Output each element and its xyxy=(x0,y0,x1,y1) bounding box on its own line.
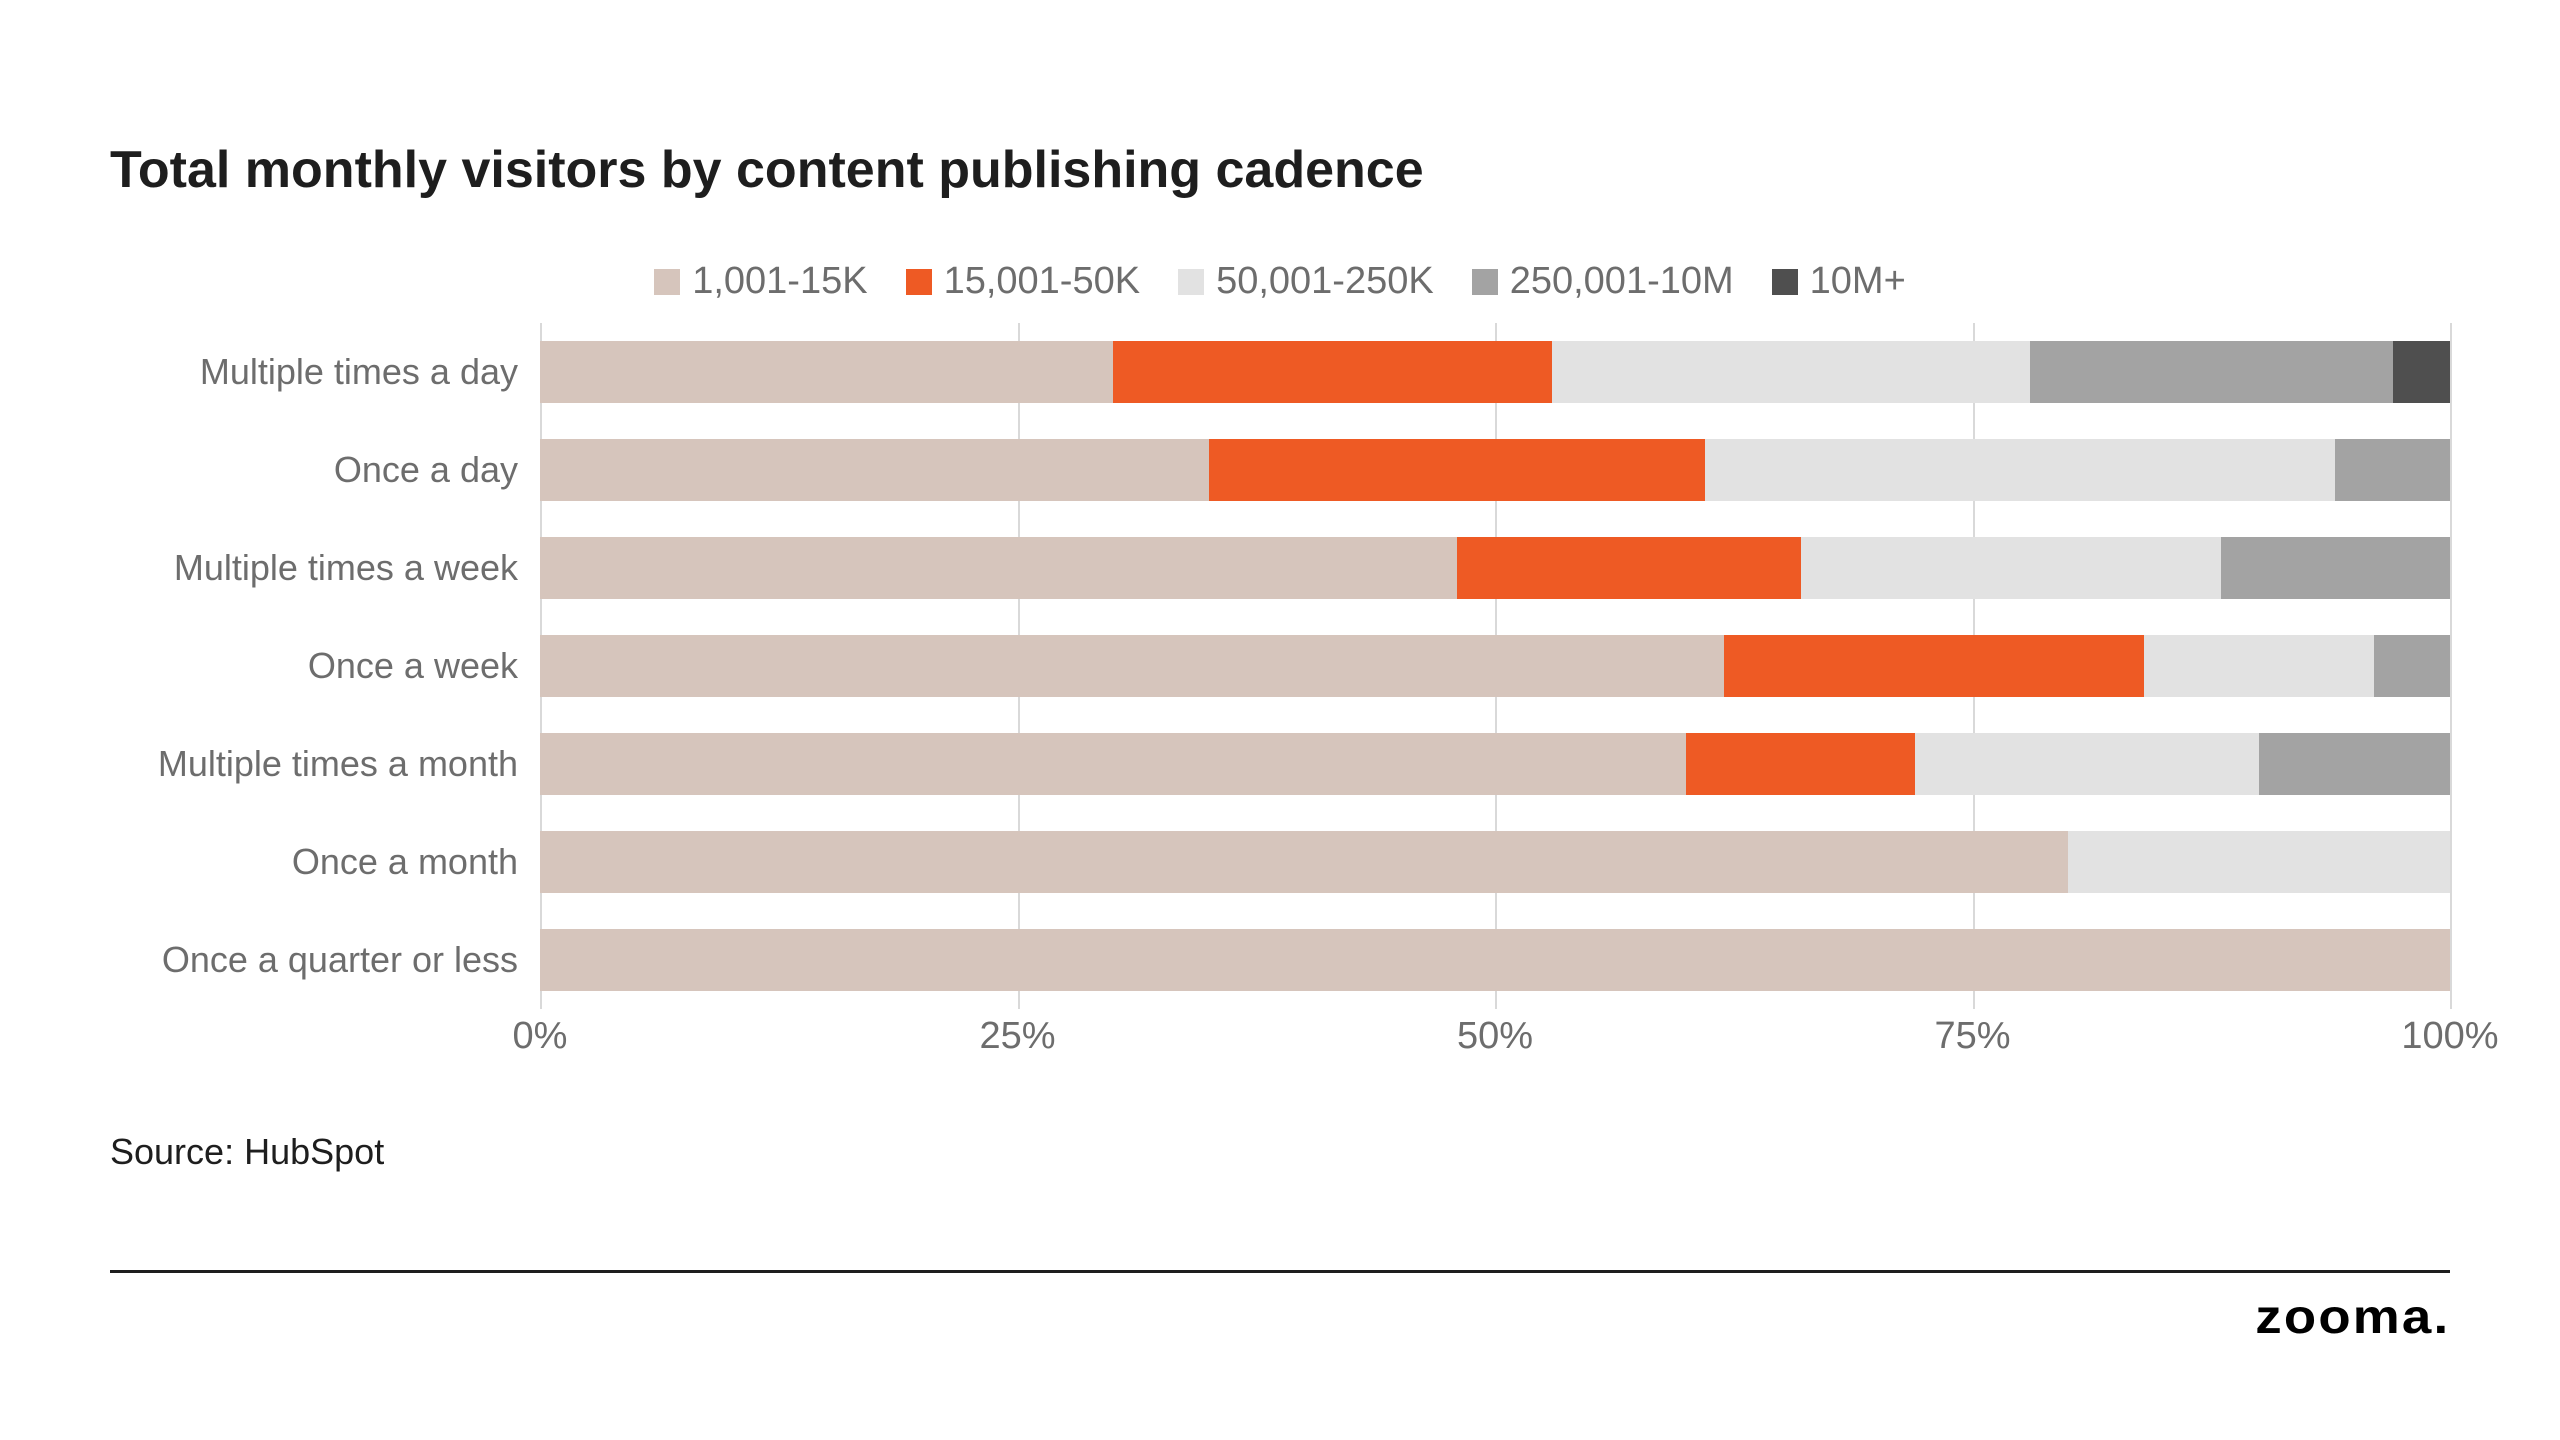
x-tick-label: 100% xyxy=(2401,1015,2498,1058)
bar-row xyxy=(540,813,2450,911)
bar-segment xyxy=(2335,439,2450,501)
stacked-bar xyxy=(540,635,2450,697)
category-label: Multiple times a day xyxy=(110,323,540,421)
legend-label: 50,001-250K xyxy=(1216,260,1434,303)
bar-row xyxy=(540,519,2450,617)
bar-segment xyxy=(2068,831,2450,893)
slide: Total monthly visitors by content publis… xyxy=(0,0,2560,1440)
bar-row xyxy=(540,911,2450,1009)
stacked-bar xyxy=(540,929,2450,991)
x-tick-label: 75% xyxy=(1934,1015,2010,1058)
bar-segment xyxy=(540,439,1209,501)
x-tick-label: 0% xyxy=(513,1015,568,1058)
bar-segment xyxy=(1457,537,1801,599)
category-label: Once a day xyxy=(110,421,540,519)
bar-segment xyxy=(540,537,1457,599)
bar-segment xyxy=(1686,733,1915,795)
bar-segment xyxy=(1552,341,2030,403)
chart-title: Total monthly visitors by content publis… xyxy=(110,140,2450,200)
bar-segment xyxy=(2374,635,2450,697)
bar-segment xyxy=(540,341,1113,403)
category-label: Multiple times a week xyxy=(110,519,540,617)
footer-divider xyxy=(110,1270,2450,1273)
bar-segment xyxy=(1113,341,1552,403)
bar-segment xyxy=(540,733,1686,795)
legend-item: 1,001-15K xyxy=(654,260,867,303)
bar-segment xyxy=(1209,439,1706,501)
legend-item: 250,001-10M xyxy=(1472,260,1734,303)
legend-swatch xyxy=(1772,269,1798,295)
bar-segment xyxy=(540,929,2450,991)
stacked-bar xyxy=(540,537,2450,599)
category-label: Once a month xyxy=(110,813,540,911)
source-label: Source xyxy=(110,1131,224,1172)
bar-segment xyxy=(1801,537,2221,599)
y-axis-labels: Multiple times a dayOnce a dayMultiple t… xyxy=(110,323,540,1009)
bars-area xyxy=(540,323,2450,1009)
legend-swatch xyxy=(1472,269,1498,295)
category-label: Multiple times a month xyxy=(110,715,540,813)
legend: 1,001-15K 15,001-50K 50,001-250K 250,001-10… xyxy=(110,260,2450,303)
legend-label: 1,001-15K xyxy=(692,260,867,303)
x-axis: 0%25%50%75%100% xyxy=(540,1015,2450,1085)
bar-segment xyxy=(540,635,1724,697)
legend-label: 250,001-10M xyxy=(1510,260,1734,303)
legend-swatch xyxy=(1178,269,1204,295)
source-value: HubSpot xyxy=(244,1131,384,1172)
x-tick-label: 25% xyxy=(979,1015,1055,1058)
legend-item: 15,001-50K xyxy=(906,260,1141,303)
source-line: Source: HubSpot xyxy=(110,1131,2450,1173)
bar-segment xyxy=(2221,537,2450,599)
bars xyxy=(540,323,2450,1009)
chart: 1,001-15K 15,001-50K 50,001-250K 250,001-10… xyxy=(110,260,2450,1085)
bar-segment xyxy=(1915,733,2259,795)
legend-swatch xyxy=(906,269,932,295)
legend-swatch xyxy=(654,269,680,295)
legend-label: 10M+ xyxy=(1810,260,1906,303)
legend-item: 50,001-250K xyxy=(1178,260,1434,303)
bar-row xyxy=(540,421,2450,519)
legend-label: 15,001-50K xyxy=(944,260,1141,303)
bar-segment xyxy=(540,831,2068,893)
stacked-bar xyxy=(540,831,2450,893)
x-tick-label: 50% xyxy=(1457,1015,1533,1058)
category-label: Once a quarter or less xyxy=(110,911,540,1009)
bar-row xyxy=(540,715,2450,813)
gridline xyxy=(2450,323,2452,1009)
bar-segment xyxy=(2030,341,2393,403)
bar-segment xyxy=(1724,635,2144,697)
stacked-bar xyxy=(540,439,2450,501)
bar-segment xyxy=(2144,635,2373,697)
stacked-bar xyxy=(540,733,2450,795)
legend-item: 10M+ xyxy=(1772,260,1906,303)
brand-logo: zooma. xyxy=(2255,1290,2450,1345)
plot-area: Multiple times a dayOnce a dayMultiple t… xyxy=(110,323,2450,1009)
bar-segment xyxy=(1705,439,2335,501)
bar-segment xyxy=(2259,733,2450,795)
bar-row xyxy=(540,323,2450,421)
bar-row xyxy=(540,617,2450,715)
stacked-bar xyxy=(540,341,2450,403)
bar-segment xyxy=(2393,341,2450,403)
category-label: Once a week xyxy=(110,617,540,715)
